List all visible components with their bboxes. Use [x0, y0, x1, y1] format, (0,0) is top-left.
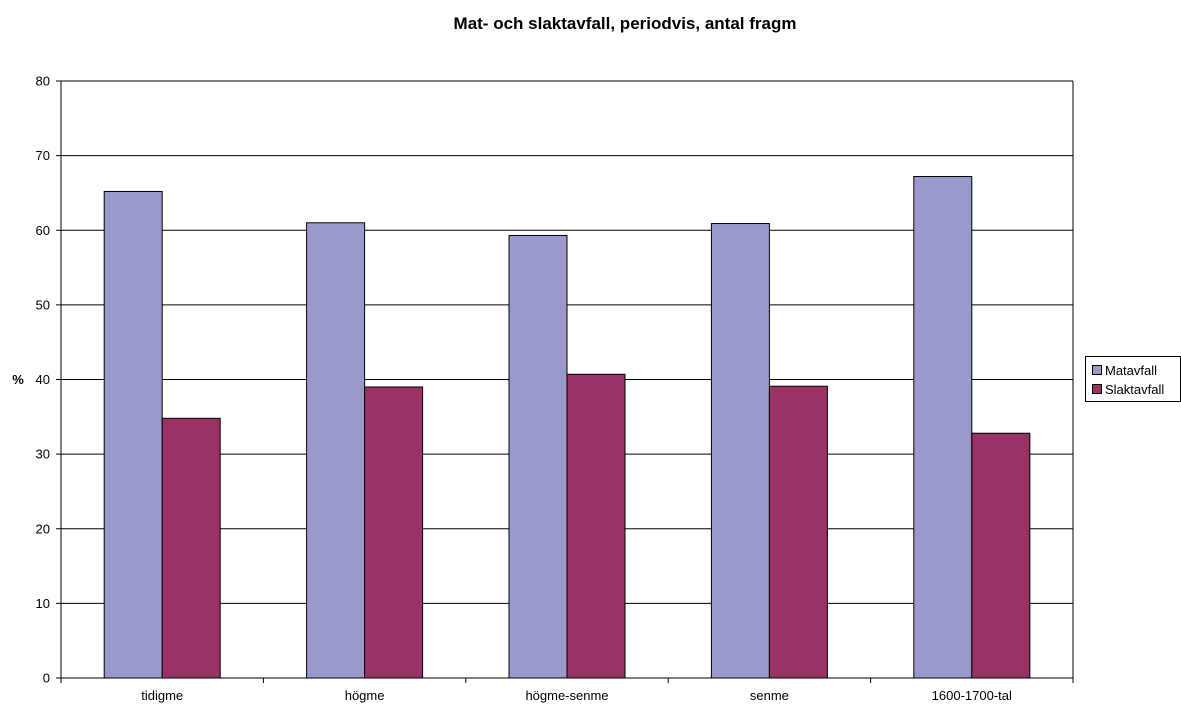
bar-matavfall-4: [913, 176, 973, 679]
bar-matavfall-0: [103, 190, 163, 679]
bar-slaktavfall-0: [161, 417, 221, 679]
y-tick-label: 10: [36, 596, 50, 611]
bar-slaktavfall-2: [566, 373, 626, 679]
bar-matavfall-2: [508, 234, 568, 679]
legend-item-slaktavfall: Slaktavfall: [1092, 380, 1164, 398]
legend: Matavfall Slaktavfall: [1085, 356, 1181, 402]
x-tick-label: högme: [345, 688, 385, 703]
x-tick-label: senme: [750, 688, 789, 703]
x-tick-label: 1600-1700-tal: [932, 688, 1012, 703]
x-tick-label: tidigme: [141, 688, 183, 703]
legend-swatch-matavfall: [1092, 365, 1102, 375]
y-tick-label: 80: [36, 74, 50, 89]
legend-label-slaktavfall: Slaktavfall: [1105, 381, 1165, 397]
bar-slaktavfall-1: [364, 386, 424, 679]
y-tick-label: 0: [43, 671, 50, 686]
y-tick-label: 40: [36, 372, 50, 387]
legend-swatch-slaktavfall: [1092, 384, 1102, 394]
bar-slaktavfall-3: [768, 385, 828, 679]
legend-label-matavfall: Matavfall: [1105, 362, 1158, 378]
bar-matavfall-3: [710, 223, 770, 679]
legend-item-matavfall: Matavfall: [1092, 361, 1157, 379]
bar-slaktavfall-4: [971, 432, 1031, 679]
y-axis-label: %: [12, 372, 24, 387]
bar-matavfall-1: [306, 222, 366, 679]
y-tick-label: 20: [36, 521, 50, 536]
y-tick-label: 60: [36, 223, 50, 238]
y-tick-label: 50: [36, 297, 50, 312]
y-tick-label: 30: [36, 447, 50, 462]
chart-title: Mat- och slaktavfall, periodvis, antal f…: [453, 14, 797, 33]
y-tick-label: 70: [36, 148, 50, 163]
x-tick-label: högme-senme: [525, 688, 608, 703]
